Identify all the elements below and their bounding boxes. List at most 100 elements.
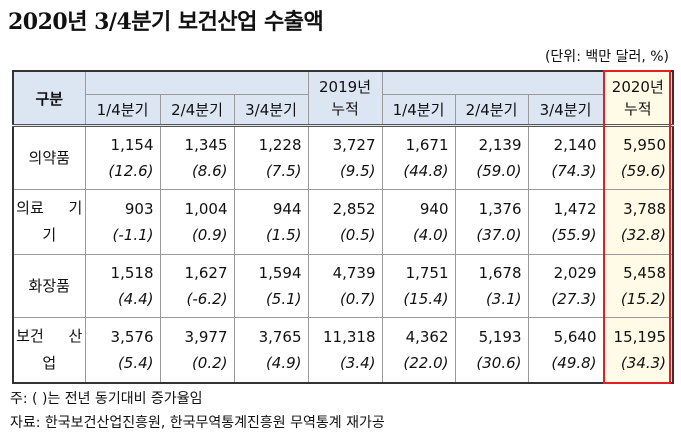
change-rate: (59.6) (620, 162, 667, 181)
change-rate: (74.3) (551, 162, 597, 181)
value: 3,765 (258, 327, 302, 346)
change-rate: (4.0) (412, 226, 449, 245)
table-cell: 1,518 (4.4) (84, 254, 161, 318)
table-cell: 4,362 (22.0) (381, 316, 456, 384)
table-cell: 11,318 (3.4) (307, 316, 383, 384)
value: 1,472 (553, 200, 597, 219)
col-header-2019-q3: 3/4분기 (233, 93, 309, 128)
table-cell: 1,627 (-6.2) (159, 254, 235, 318)
table-row: 보건 산업 3,576 (5.4) 3,977 (0.2) 3,765 (4.9) 11,31… (12, 316, 675, 384)
change-rate: (0.7) (339, 290, 376, 309)
value: 1,154 (110, 136, 154, 155)
table-cell: 1,751 (15.4) (381, 254, 456, 318)
value: 5,458 (623, 264, 667, 283)
value: 2,139 (478, 136, 522, 155)
col-header-2020-q2: 2/4분기 (454, 93, 529, 128)
value: 944 (272, 200, 302, 219)
change-rate: (49.8) (551, 353, 597, 372)
table-cell: 5,458 (15.2) (602, 254, 675, 318)
value: 1,627 (184, 264, 228, 283)
table-cell: 2,140 (74.3) (527, 125, 604, 191)
table-cell: 1,004 (0.9) (159, 189, 235, 256)
page-title: 2020년 3/4분기 보건산업 수출액 (8, 9, 324, 35)
change-rate: (44.8) (403, 162, 449, 181)
table-cell: 1,678 (3.1) (454, 254, 529, 318)
table-cell: 2,029 (27.3) (527, 254, 604, 318)
change-rate: (4.4) (117, 290, 154, 309)
table-cell: 2,139 (59.0) (454, 125, 529, 191)
change-rate: (-6.2) (186, 290, 228, 309)
value: 1,594 (258, 264, 302, 283)
value: 940 (419, 200, 449, 219)
table-cell: 903 (-1.1) (84, 189, 161, 256)
change-rate: (0.5) (339, 226, 376, 245)
table-cell: 1,594 (5.1) (233, 254, 309, 318)
change-rate: (9.5) (339, 162, 376, 181)
col-header-2020-q1: 1/4분기 (381, 93, 456, 128)
value: 1,004 (184, 200, 228, 219)
col-header-2019-q2: 2/4분기 (159, 93, 235, 128)
change-rate: (0.2) (191, 353, 228, 372)
change-rate: (30.6) (476, 353, 522, 372)
table-cell: 1,376 (37.0) (454, 189, 529, 256)
table-cell: 3,765 (4.9) (233, 316, 309, 384)
value: 2,852 (332, 200, 376, 219)
table-row: 화장품 1,518 (4.4) 1,627 (-6.2) 1,594 (5.1) 4,739 (… (12, 254, 675, 318)
value: 4,362 (405, 327, 449, 346)
change-rate: (59.0) (476, 162, 522, 181)
value: 5,193 (478, 327, 522, 346)
table-row: 의료 기기 903 (-1.1) 1,004 (0.9) 944 (1.5) 2,852 (0.… (12, 189, 675, 256)
value: 3,576 (110, 327, 154, 346)
change-rate: (12.6) (108, 162, 154, 181)
table-cell: 4,739 (0.7) (307, 254, 383, 318)
value: 2,140 (553, 136, 597, 155)
col-header-2020-q3: 3/4분기 (527, 93, 604, 128)
export-table: 구분 2019년 누적 2020년 누적 1/4분기 2/4분기 3/4분기 1… (12, 70, 675, 384)
value: 3,977 (184, 327, 228, 346)
value: 3,727 (332, 136, 376, 155)
value: 4,739 (332, 264, 376, 283)
value: 11,318 (323, 327, 376, 346)
change-rate: (32.8) (620, 226, 667, 245)
value: 3,788 (623, 200, 667, 219)
source-note: 자료: 한국보건산업진흥원, 한국무역통계진흥원 무역통계 재가공 (10, 415, 385, 431)
change-rate: (3.4) (339, 353, 376, 372)
change-rate: (37.0) (476, 226, 522, 245)
header-group-2019 (84, 70, 309, 95)
value: 903 (124, 200, 154, 219)
value: 5,950 (623, 136, 667, 155)
change-rate: (4.9) (265, 353, 302, 372)
table-cell: 3,576 (5.4) (84, 316, 161, 384)
table-cell: 5,950 (59.6) (602, 125, 675, 191)
table-cell: 1,671 (44.8) (381, 125, 456, 191)
row-label: 의약품 (12, 125, 86, 191)
table-cell: 15,195 (34.3) (602, 316, 675, 384)
change-rate: (22.0) (403, 353, 449, 372)
change-rate: (0.9) (191, 226, 228, 245)
corner-header: 구분 (12, 70, 86, 128)
change-rate: (15.2) (620, 290, 667, 309)
table-cell: 2,852 (0.5) (307, 189, 383, 256)
change-rate: (7.5) (265, 162, 302, 181)
value: 1,345 (184, 136, 228, 155)
table-cell: 944 (1.5) (233, 189, 309, 256)
value: 1,376 (478, 200, 522, 219)
table-cell: 3,727 (9.5) (307, 125, 383, 191)
table-cell: 940 (4.0) (381, 189, 456, 256)
row-label: 보건 산업 (12, 316, 86, 384)
value: 1,678 (478, 264, 522, 283)
table-cell: 1,154 (12.6) (84, 125, 161, 191)
value: 15,195 (613, 327, 667, 346)
change-rate: (34.3) (620, 353, 667, 372)
change-rate: (27.3) (551, 290, 597, 309)
change-rate: (5.1) (265, 290, 302, 309)
table-cell: 1,228 (7.5) (233, 125, 309, 191)
change-rate: (1.5) (265, 226, 302, 245)
change-rate: (15.4) (403, 290, 449, 309)
unit-label: (단위: 백만 달러, %) (544, 49, 669, 65)
value: 1,671 (405, 136, 449, 155)
value: 2,029 (553, 264, 597, 283)
table-cell: 1,472 (55.9) (527, 189, 604, 256)
value: 5,640 (553, 327, 597, 346)
table-cell: 3,977 (0.2) (159, 316, 235, 384)
